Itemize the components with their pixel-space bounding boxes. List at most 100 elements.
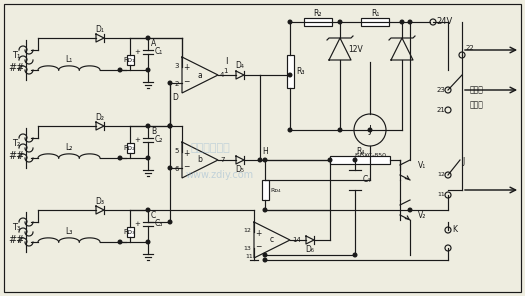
Circle shape [353,158,357,162]
Text: B: B [151,126,156,136]
Circle shape [146,208,150,212]
Text: 24V: 24V [436,17,452,27]
Circle shape [353,253,357,257]
Circle shape [168,124,172,128]
Circle shape [263,258,267,262]
Text: Rᴅ₁: Rᴅ₁ [123,57,135,63]
Text: 3: 3 [174,63,179,69]
Bar [262,180,269,200]
Circle shape [168,166,172,170]
Text: Rᴅ₃: Rᴅ₃ [123,229,135,235]
Text: J: J [462,157,464,166]
Text: C₁: C₁ [155,47,163,57]
Circle shape [368,128,372,132]
Text: D₄: D₄ [236,62,245,70]
Text: 电子制作天地: 电子制作天地 [190,143,230,153]
Text: R₂: R₂ [314,9,322,18]
Text: +: + [183,64,189,73]
Circle shape [118,240,122,244]
Circle shape [263,158,267,162]
Text: V₁: V₁ [418,160,426,170]
Text: R₁: R₁ [371,9,379,18]
Text: V₂: V₂ [418,210,426,220]
Text: 12V: 12V [348,46,363,54]
Bar [127,227,134,237]
Circle shape [146,124,150,128]
Text: ##: ## [8,235,24,245]
Text: 4: 4 [220,72,224,78]
Circle shape [168,220,172,224]
Text: −: − [183,78,189,86]
Circle shape [168,124,172,128]
Text: Rᴅ₄: Rᴅ₄ [270,187,281,192]
Text: H: H [262,147,268,157]
Circle shape [146,156,150,160]
Text: C: C [151,210,156,220]
Bar [304,18,332,26]
Text: A: A [151,38,156,47]
Text: 22: 22 [466,45,475,51]
Text: +: + [134,137,140,143]
Text: I: I [225,57,227,65]
Text: D: D [172,94,178,102]
Text: 接触器: 接触器 [470,101,484,110]
Circle shape [408,20,412,24]
Circle shape [118,68,122,72]
Bar [287,55,294,88]
Text: +: + [134,221,140,227]
Circle shape [408,208,412,212]
Text: 5: 5 [175,148,179,154]
Text: D₁: D₁ [96,25,104,35]
Text: L₁: L₁ [66,56,72,65]
Circle shape [338,20,342,24]
Circle shape [288,73,292,77]
Text: 11: 11 [245,255,253,260]
Text: J: J [369,125,372,135]
Text: Rᴅ₂: Rᴅ₂ [123,145,135,151]
Text: D₅: D₅ [236,165,245,173]
Text: +: + [183,149,189,157]
Text: D₆: D₆ [306,244,314,253]
Text: ##: ## [8,151,24,161]
Circle shape [288,20,292,24]
Circle shape [328,158,332,162]
Text: +: + [255,229,261,237]
Text: a: a [197,70,202,80]
Text: 去报警: 去报警 [470,86,484,94]
Text: +: + [134,49,140,55]
Text: −: − [255,242,261,252]
Bar [330,156,390,164]
Bar [127,55,134,65]
Text: −: − [183,163,189,171]
Text: T₂: T₂ [12,139,20,147]
Circle shape [288,128,292,132]
Text: K: K [452,226,457,234]
Circle shape [118,156,122,160]
Text: 6: 6 [174,166,179,172]
Text: T₃: T₃ [12,223,20,231]
Text: b: b [197,155,203,165]
Text: C₂: C₂ [155,136,163,144]
Text: 2: 2 [175,81,179,87]
Text: L₃: L₃ [65,228,72,237]
Circle shape [146,36,150,40]
Circle shape [263,253,267,257]
Text: 12: 12 [437,173,445,178]
Text: R₄: R₄ [356,147,364,155]
Text: 12: 12 [243,229,251,234]
Text: L₂: L₂ [65,144,72,152]
Circle shape [258,158,262,162]
Text: T₁: T₁ [12,51,20,59]
Text: www.zdiy.com: www.zdiy.com [186,170,254,180]
Text: 21: 21 [436,107,445,113]
Text: C₃: C₃ [155,220,163,229]
Text: 13: 13 [243,247,251,252]
Text: 11: 11 [437,192,445,197]
Text: JSBXC-850: JSBXC-850 [354,152,386,157]
Text: 7: 7 [220,157,225,163]
Text: 23: 23 [436,87,445,93]
Text: ##: ## [8,63,24,73]
Circle shape [146,240,150,244]
Text: c: c [270,236,274,244]
Bar [127,143,134,153]
